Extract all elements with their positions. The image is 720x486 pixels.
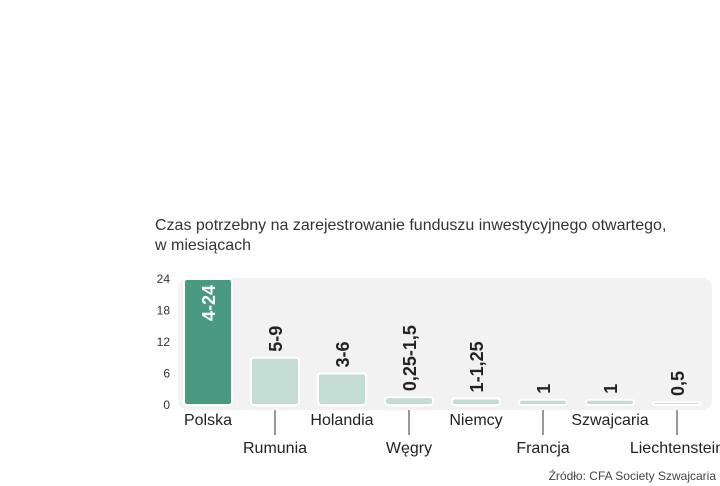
plot-background — [178, 278, 712, 410]
bar — [250, 356, 300, 406]
x-tick-label: Szwajcaria — [571, 412, 648, 429]
bar — [652, 401, 702, 406]
y-tick-label: 6 — [163, 367, 170, 381]
bar-value-label: 0,25-1,5 — [400, 325, 420, 391]
bar — [384, 396, 434, 406]
y-tick-label: 24 — [157, 272, 171, 286]
x-tick-label: Niemcy — [449, 412, 502, 429]
x-tick-label: Francja — [516, 440, 569, 457]
y-tick-label: 0 — [163, 398, 170, 412]
bar-value-label: 0,5 — [668, 371, 688, 396]
y-tick-label: 18 — [157, 304, 171, 318]
x-tick-label: Polska — [184, 412, 232, 429]
bar — [518, 398, 568, 406]
bar — [585, 398, 635, 406]
x-tick-label: Holandia — [310, 412, 373, 429]
bar-value-label: 1-1,25 — [467, 341, 487, 392]
bar-value-label: 3-6 — [333, 341, 353, 367]
bar — [317, 372, 367, 406]
bar — [183, 278, 233, 406]
bar-value-label: 4-24 — [199, 285, 219, 321]
bar-value-label: 1 — [534, 384, 554, 394]
bar — [451, 397, 501, 406]
chart-title-line-1: Czas potrzebny na zarejestrowanie fundus… — [155, 217, 667, 234]
x-tick-label: Liechtenstein — [630, 440, 720, 457]
x-tick-label: Węgry — [386, 440, 432, 457]
chart-title: Czas potrzebny na zarejestrowanie fundus… — [155, 216, 695, 256]
x-tick-label: Rumunia — [243, 440, 307, 457]
bar-value-label: 5-9 — [266, 326, 286, 352]
source-note: Źródło: CFA Society Szwajcaria — [548, 469, 716, 483]
chart-title-line-2: w miesiącach — [155, 237, 252, 254]
y-tick-label: 12 — [157, 335, 171, 349]
bar-value-label: 1 — [601, 384, 621, 394]
